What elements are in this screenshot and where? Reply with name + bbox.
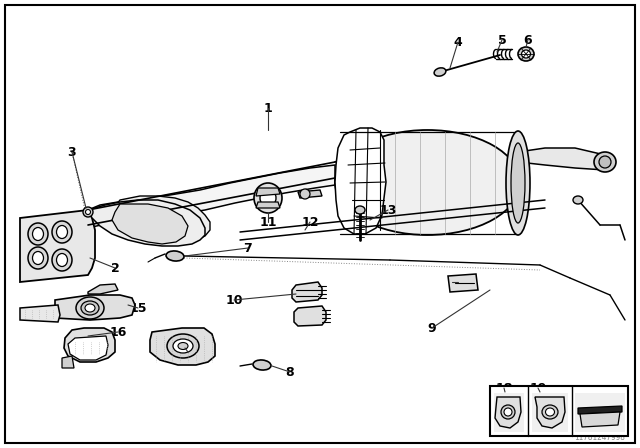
Polygon shape [68,336,108,360]
Ellipse shape [56,254,67,267]
Text: 2: 2 [111,262,120,275]
Text: 19: 19 [529,382,547,395]
Polygon shape [256,202,280,208]
Polygon shape [88,284,118,294]
Bar [490,386,628,436]
Polygon shape [298,190,322,198]
Polygon shape [448,274,478,292]
Text: 6: 6 [524,34,532,47]
Polygon shape [535,397,565,428]
Ellipse shape [335,130,520,235]
Text: 4: 4 [454,35,462,48]
Polygon shape [575,393,625,432]
Ellipse shape [33,251,44,264]
Ellipse shape [83,207,93,217]
Polygon shape [294,306,326,326]
Text: 5: 5 [498,34,506,47]
Ellipse shape [33,228,44,241]
Ellipse shape [260,189,276,207]
Ellipse shape [28,247,48,269]
Ellipse shape [573,196,583,204]
Polygon shape [256,188,280,196]
Ellipse shape [599,156,611,168]
Polygon shape [62,356,74,368]
Text: 10: 10 [225,293,243,306]
Ellipse shape [506,131,530,235]
Text: 12: 12 [301,215,319,228]
Text: 7: 7 [244,241,252,254]
Polygon shape [580,412,620,427]
Ellipse shape [542,405,558,419]
Ellipse shape [52,221,72,243]
Ellipse shape [178,343,188,349]
Text: 11: 11 [259,215,276,228]
Polygon shape [55,295,135,320]
Ellipse shape [173,339,193,353]
Polygon shape [112,196,210,242]
Polygon shape [150,328,215,365]
Ellipse shape [166,251,184,261]
Text: 8: 8 [285,366,294,379]
Text: 14: 14 [449,276,467,289]
Polygon shape [494,393,524,432]
Polygon shape [495,397,521,428]
Ellipse shape [76,297,104,319]
Ellipse shape [56,225,67,238]
Ellipse shape [511,143,525,223]
Text: 17: 17 [179,345,196,358]
Ellipse shape [81,301,99,315]
Ellipse shape [434,68,446,76]
Ellipse shape [545,408,554,416]
Ellipse shape [522,50,531,58]
Polygon shape [292,282,322,302]
Polygon shape [20,305,60,322]
Ellipse shape [501,405,515,419]
Ellipse shape [254,183,282,213]
Text: 13: 13 [380,203,397,216]
Ellipse shape [518,47,534,61]
Ellipse shape [300,189,310,199]
Polygon shape [532,393,568,432]
Ellipse shape [85,304,95,312]
Ellipse shape [28,223,48,245]
Ellipse shape [86,210,90,215]
Ellipse shape [594,152,616,172]
Ellipse shape [355,206,365,214]
Text: 3: 3 [68,146,76,159]
Ellipse shape [253,360,271,370]
Ellipse shape [504,408,512,416]
Polygon shape [518,148,605,170]
Polygon shape [88,165,335,228]
Text: 16: 16 [109,326,127,339]
Polygon shape [335,128,386,234]
Ellipse shape [52,249,72,271]
Text: 18: 18 [495,382,513,395]
Polygon shape [112,204,188,244]
Ellipse shape [167,334,199,358]
Polygon shape [64,328,115,362]
Text: 1: 1 [264,102,273,115]
Polygon shape [578,406,622,414]
Text: 9: 9 [428,322,436,335]
Text: 15: 15 [129,302,147,314]
Polygon shape [88,200,205,246]
Text: 11781247998: 11781247998 [574,433,625,442]
Polygon shape [20,210,95,282]
